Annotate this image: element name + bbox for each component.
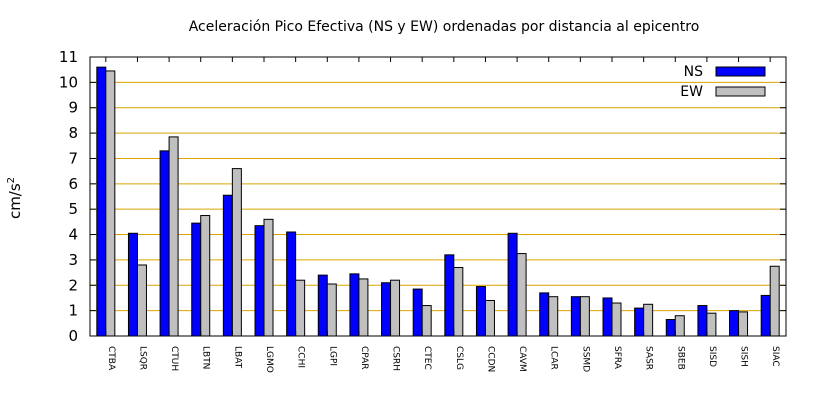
bar-ew-siac (769, 265, 780, 337)
x-tick-label-lsqr: LSQR (137, 346, 147, 370)
bar-ns-ctba (96, 66, 107, 337)
y-tick-label: 7 (68, 149, 78, 167)
legend: NS EW (680, 64, 766, 100)
x-tick-label-sish: SISH (739, 346, 749, 367)
x-tick-label-cavm: CAVM (517, 346, 527, 372)
legend-label-ew: EW (680, 84, 703, 100)
bar-ew-cpar (358, 278, 369, 337)
bar-ns-ctuh (159, 150, 170, 337)
bar-ns-ccdn (475, 286, 486, 337)
x-tick-label-ctuh: CTUH (169, 346, 179, 371)
y-tick-label: 3 (68, 251, 78, 269)
y-tick-label: 9 (68, 99, 78, 117)
y-tick-labels: 0 1 2 3 4 5 6 7 8 9 10 11 (59, 48, 78, 345)
bar-ew-lgpi (326, 283, 337, 337)
bar-ew-sasr (643, 303, 654, 337)
y-tick-label: 10 (59, 73, 78, 91)
bar-ew-sisd (706, 312, 717, 337)
bar-ew-lcar (548, 296, 559, 337)
bar-ns-cchi (286, 231, 297, 337)
bar-ns-ctec (412, 288, 423, 337)
x-tick-label-sfra: SFRA (612, 346, 622, 370)
bar-ns-sisd (697, 305, 708, 337)
x-tick-label-lbtn: LBTN (201, 346, 211, 369)
y-tick-label: 4 (68, 226, 78, 244)
axes (89, 56, 787, 337)
bar-ns-lbtn (191, 222, 202, 337)
x-tick-label-cchi: CCHI (296, 346, 306, 368)
bar-ew-ccdn (484, 299, 495, 337)
bar-ns-lgpi (317, 274, 328, 337)
bar-ew-cchi (295, 279, 306, 337)
bar-ew-ssmd (579, 296, 590, 337)
bar-ew-lbat (231, 168, 242, 337)
bar-ns-sbeb (665, 319, 676, 337)
x-tick-label-lbat: LBAT (232, 346, 242, 369)
bar-ew-sfra (611, 302, 622, 337)
plot-frame (89, 56, 787, 337)
bar-ew-cavm (516, 253, 527, 337)
bar-ns-sish (729, 310, 740, 337)
y-tick-label: 5 (68, 200, 78, 218)
y-tick-label: 0 (68, 327, 78, 345)
y-tick-label: 2 (68, 276, 78, 294)
bar-ns-lbat (222, 194, 233, 337)
bar-ns-siac (760, 294, 771, 337)
legend-swatch-ew (715, 86, 766, 97)
bar-ew-sbeb (674, 315, 685, 337)
bar-ew-sish (738, 311, 749, 337)
bar-ns-cavm (507, 232, 518, 337)
y-axis-label-superscript: 2 (6, 177, 17, 183)
x-tick-label-sbeb: SBEB (675, 346, 685, 370)
y-axis-label: cm/s2 (6, 177, 24, 219)
bar-ns-cslg (444, 254, 455, 337)
bar-ns-sfra (602, 297, 613, 337)
bar-ew-ctba (105, 70, 116, 337)
bar-ew-lgmo (263, 218, 274, 337)
bar-ew-lsqr (136, 264, 147, 337)
x-tick-label-ctba: CTBA (106, 346, 116, 371)
y-tick-label: 6 (68, 175, 78, 193)
bar-ns-lcar (539, 292, 550, 337)
chart-title: Aceleración Pico Efectiva (NS y EW) orde… (189, 19, 700, 35)
y-tick-label: 11 (59, 48, 78, 66)
x-tick-label-sasr: SASR (644, 346, 654, 370)
bar-ns-lsqr (127, 232, 138, 337)
x-tick-label-sisd: SISD (707, 346, 717, 367)
bar-ew-ctec (421, 305, 432, 337)
bar-ns-sasr (634, 307, 645, 337)
x-tick-label-lgpi: LGPI (327, 346, 337, 366)
bar-ew-ctuh (168, 136, 179, 337)
legend-swatch-ns (715, 66, 766, 77)
svg-text:cm/s2: cm/s2 (6, 177, 24, 219)
bar-ew-cslg (453, 267, 464, 337)
x-tick-label-lgmo: LGMO (264, 346, 274, 373)
bar-ns-cpar (349, 273, 360, 337)
y-tick-label: 8 (68, 124, 78, 142)
bar-ns-lgmo (254, 225, 265, 337)
bar-ns-ssmd (570, 296, 581, 337)
x-tick-label-cslg: CSLG (454, 346, 464, 370)
bar-ew-lbtn (200, 215, 211, 337)
y-tick-label: 1 (68, 302, 78, 320)
legend-label-ns: NS (684, 64, 703, 80)
x-tick-label-ccdn: CCDN (485, 346, 495, 372)
y-axis-label-text: cm/s (6, 183, 24, 219)
x-tick-label-csrh: CSRH (391, 346, 401, 371)
bar-ew-csrh (390, 279, 401, 337)
x-tick-labels: CTBA LSQR CTUH LBTN LBAT LGMO CCHI LGPI CPAR CSRH… (106, 346, 780, 373)
x-tick-label-cpar: CPAR (359, 346, 369, 370)
x-tick-label-siac: SIAC (770, 346, 780, 367)
x-tick-label-ctec: CTEC (422, 346, 432, 370)
x-tick-label-ssmd: SSMD (580, 346, 590, 372)
x-tick-label-lcar: LCAR (549, 346, 559, 370)
bar-ns-csrh (381, 282, 392, 337)
